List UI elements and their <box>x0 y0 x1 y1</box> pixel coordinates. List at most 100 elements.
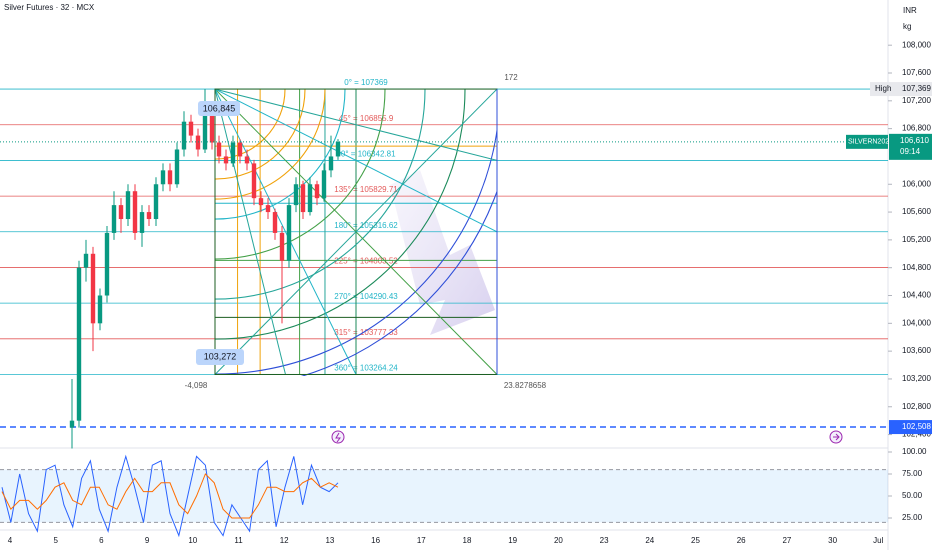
y-tick-label: 102,800 <box>902 402 931 411</box>
gann-arc <box>215 89 466 340</box>
y-tick-label: 107,200 <box>902 96 931 105</box>
candle-body <box>244 156 250 164</box>
price-callout: 106,845 <box>203 103 236 113</box>
gann-level-label: 225° = 104803.52 <box>334 257 398 266</box>
oscillator-tick-label: 100.00 <box>902 447 927 456</box>
x-tick-label: 25 <box>691 536 700 545</box>
symbol-label-box <box>846 134 888 149</box>
y-tick-label: 107,600 <box>902 68 931 77</box>
x-tick-label: 6 <box>99 536 104 545</box>
gann-arc <box>215 125 497 375</box>
candle-body <box>230 142 236 164</box>
last-price: 106,610 <box>900 136 929 145</box>
price-callout-box <box>196 349 244 365</box>
x-tick-label: Jul <box>873 536 883 545</box>
y-tick-label: 106,000 <box>902 179 931 188</box>
oscillator-tick-label: 50.00 <box>902 491 923 500</box>
x-tick-label: 19 <box>508 536 517 545</box>
gann-level-label: 180° = 105316.62 <box>334 221 398 230</box>
candle-body <box>216 142 222 157</box>
gann-arc <box>215 89 326 200</box>
unit: kg <box>903 22 911 31</box>
candle-body <box>265 205 271 213</box>
x-tick-label: 20 <box>554 536 563 545</box>
candle-body <box>335 141 341 157</box>
candle-body <box>174 149 180 185</box>
candle-body <box>69 420 75 428</box>
x-tick-label: 4 <box>8 536 13 545</box>
oscillator-band <box>0 469 888 523</box>
candle-body <box>300 184 306 213</box>
gann-arc <box>215 89 306 180</box>
gann-arc <box>215 89 346 220</box>
event-icon <box>829 430 843 444</box>
candle-body <box>153 184 159 220</box>
candle-body <box>139 212 145 233</box>
candle-body <box>258 198 264 206</box>
gann-level-label: 360° = 103264.24 <box>334 364 398 373</box>
x-tick-label: 5 <box>53 536 58 545</box>
symbol-label: SILVERN2025 <box>848 139 893 146</box>
y-tick-label: 105,600 <box>902 207 931 216</box>
candle-body <box>328 156 334 171</box>
x-tick-label: 23 <box>600 536 609 545</box>
candle-body <box>251 163 257 199</box>
gann-arc <box>300 189 497 376</box>
candle-body <box>125 191 131 220</box>
projection-arrow <box>390 170 495 335</box>
candle-body <box>293 184 299 206</box>
x-tick-label: 11 <box>234 536 243 545</box>
y-tick-label: 106,800 <box>902 124 931 133</box>
candle-body <box>314 184 320 199</box>
gann-level-label: 135° = 105829.71 <box>334 185 398 194</box>
event-icon <box>331 430 345 444</box>
gann-bars: 172 <box>504 73 518 82</box>
alert-label-box <box>889 420 932 435</box>
x-tick-label: 27 <box>782 536 791 545</box>
candle-body <box>202 114 208 150</box>
gann-fan <box>215 89 286 375</box>
candle-body <box>160 170 166 185</box>
x-tick-label: 26 <box>737 536 746 545</box>
gann-level-label: 315° = 103777.33 <box>334 328 398 337</box>
high-value: 107,369 <box>902 84 931 93</box>
last-price-box <box>889 133 932 160</box>
high-label: High <box>875 84 891 93</box>
oscillator-line <box>1 473 339 519</box>
price-callout-box <box>198 101 240 116</box>
candle-body <box>76 267 82 421</box>
candle-body <box>111 205 117 233</box>
alert-label: 102,508 <box>902 422 931 431</box>
candle-body <box>83 253 89 268</box>
gann-level-label: 270° = 104290.43 <box>334 292 398 301</box>
gann-fan <box>215 89 497 161</box>
candle-body <box>181 121 187 150</box>
x-tick-label: 10 <box>188 536 197 545</box>
x-tick-label: 17 <box>417 536 426 545</box>
currency: INR <box>903 6 917 15</box>
gann-level-label: 45° = 106855.9 <box>339 114 394 123</box>
candle-body <box>146 212 152 220</box>
x-tick-label: 12 <box>280 536 289 545</box>
oscillator-line <box>1 454 339 538</box>
x-tick-label: 24 <box>645 536 654 545</box>
y-tick-label: 104,400 <box>902 291 931 300</box>
gann-box <box>215 89 497 376</box>
high-label-box <box>870 82 932 97</box>
candle-body <box>188 121 194 136</box>
x-tick-label: 30 <box>828 536 837 545</box>
chart-title: Silver Futures · 32 · MCX <box>4 3 95 12</box>
candle-body <box>90 253 96 324</box>
candle-body <box>223 156 229 164</box>
candle-body <box>118 205 124 220</box>
y-tick-label: 104,000 <box>902 318 931 327</box>
candle-body <box>237 142 243 157</box>
last-time: 09:14 <box>900 147 921 156</box>
candle-body <box>195 135 201 150</box>
gann-fan <box>215 89 357 375</box>
oscillator-tick-label: 75.00 <box>902 469 923 478</box>
candle-body <box>104 232 110 296</box>
oscillator-tick-label: 25.00 <box>902 513 923 522</box>
